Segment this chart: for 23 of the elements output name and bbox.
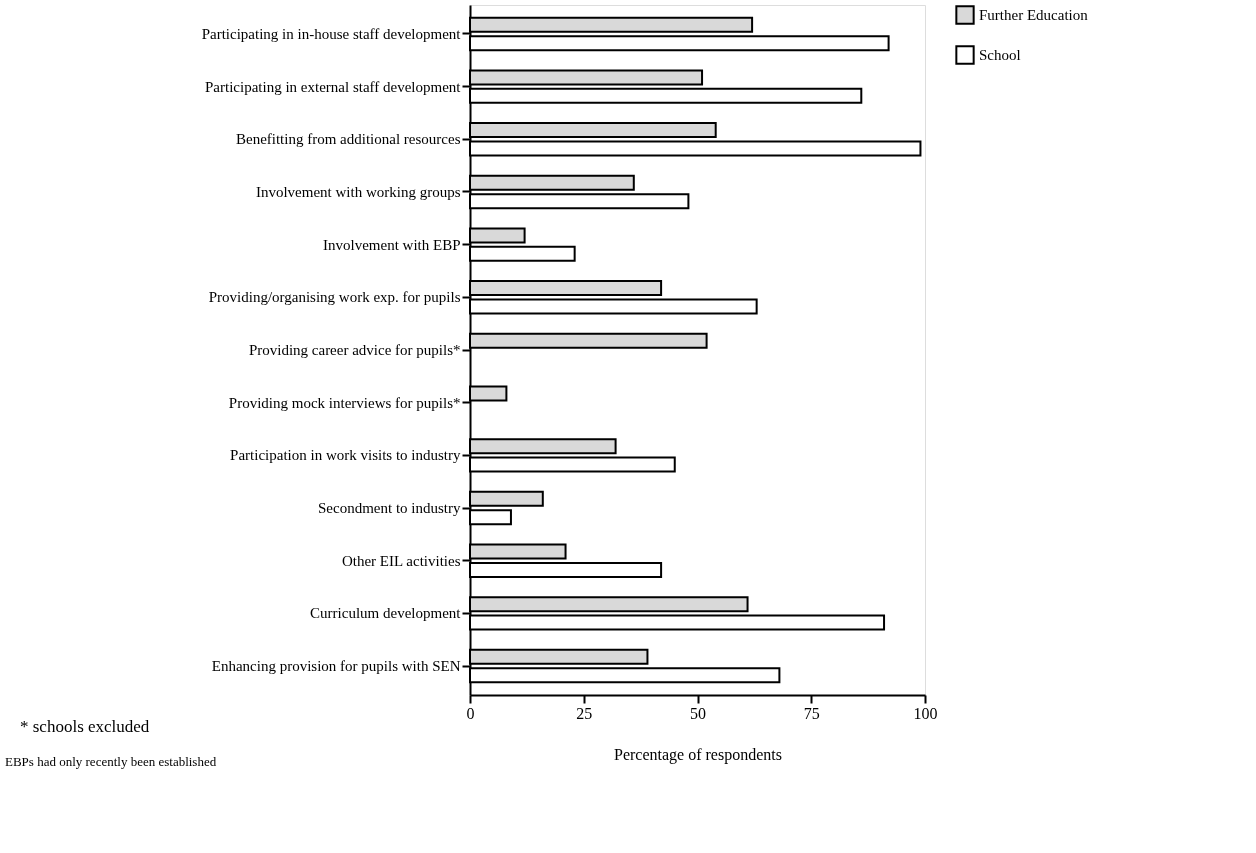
y-tick-label: Participation in work visits to industry (230, 447, 461, 464)
y-tick-label: Secondment to industry (318, 500, 461, 517)
y-tick-label: Participating in external staff development (205, 78, 462, 95)
x-axis-title: Percentage of respondents (614, 745, 782, 764)
y-tick-label: Providing career advice for pupils* (248, 342, 461, 358)
y-tick-label: Providing/organising work exp. for pupils (208, 289, 461, 306)
y-tick-label: Curriculum development (310, 605, 462, 622)
x-tick-label: 50 (690, 704, 706, 722)
y-tick-label: Involvement with working groups (255, 183, 461, 200)
y-tick-label: Providing mock interviews for pupils* (228, 394, 461, 411)
legend-label: Further Education (979, 7, 1089, 23)
y-tick-label: Participating in in-house staff development (201, 25, 462, 42)
y-tick-label: Other EIL activities (341, 552, 461, 569)
text: EBPs had only recently been established (5, 754, 217, 769)
y-tick-label: Enhancing provision for pupils with SEN (211, 658, 461, 675)
x-tick-label: 25 (576, 704, 593, 722)
y-tick-label: Benefitting from additional resources (235, 131, 461, 148)
text: * schools excluded (20, 717, 150, 736)
x-tick-label: 0 (466, 704, 475, 722)
x-tick-label: 75 (803, 704, 820, 722)
x-tick-label: 100 (913, 704, 938, 722)
y-tick-label: Involvement with EBP (323, 236, 461, 253)
legend-label: School (979, 47, 1021, 63)
